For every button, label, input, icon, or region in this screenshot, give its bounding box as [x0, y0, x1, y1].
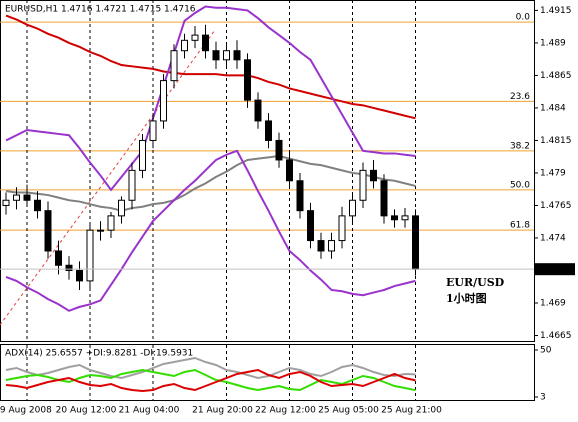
candle-body — [317, 240, 325, 252]
candle-body — [401, 215, 409, 221]
x-tick-label: 21 Aug 04:00 — [119, 406, 180, 416]
candle-body — [412, 215, 419, 270]
indicator-line — [5, 14, 416, 120]
x-tick-label: 19 Aug 2008 — [0, 406, 52, 416]
candle-body — [233, 50, 241, 61]
fib-label: 61.8 — [510, 221, 530, 231]
x-tick-label: 25 Aug 05:00 — [318, 406, 379, 416]
y-tick-label: 1.479 — [540, 168, 566, 178]
current-price-label: 1.4716 — [539, 265, 571, 275]
current-price-box — [535, 263, 575, 276]
candle-body — [65, 264, 73, 271]
candle-body — [275, 139, 283, 161]
candle-body — [107, 215, 115, 231]
y-tick-label: 1.4815 — [540, 136, 572, 146]
y-tick-label: 1.474 — [540, 233, 566, 243]
y-tick-label: 1.4765 — [540, 201, 572, 211]
candle-body — [202, 34, 209, 52]
annotation: 1小时图 — [446, 291, 487, 305]
fib-label: 0.0 — [516, 13, 531, 23]
candle-body — [97, 229, 104, 232]
y-tick-label: 1.4915 — [540, 6, 572, 16]
candle-body — [128, 169, 136, 201]
candle-body — [86, 229, 94, 282]
candle-body — [338, 215, 346, 242]
candle-body — [149, 120, 157, 141]
candle-body — [160, 80, 167, 122]
indicator-title: ADX(14) 25.6557 +DI:9.8281 -DI:19.5931 — [5, 349, 193, 359]
candle-body — [244, 59, 251, 101]
candle-body — [170, 50, 178, 82]
fib-label: 23.6 — [510, 92, 530, 102]
candle-body — [118, 199, 125, 217]
indicator-line — [5, 155, 416, 212]
candle-body — [254, 99, 262, 122]
indicator-line — [5, 149, 416, 312]
y-tick-label: 1.484 — [540, 103, 566, 113]
fib-label: 50.0 — [510, 180, 530, 190]
candle-body — [223, 50, 230, 61]
candle-body — [76, 269, 83, 282]
x-tick-label: 20 Aug 12:00 — [56, 406, 117, 416]
chart-title: EURUSD,H1 1.4716 1.4721 1.4715 1.4716 — [5, 5, 196, 15]
adx-line — [5, 356, 416, 380]
candle-body — [34, 199, 41, 212]
main-frame — [0, 0, 535, 342]
candle-body — [296, 180, 304, 212]
candle-body — [212, 50, 220, 61]
fib-trend-line — [0, 29, 216, 326]
candle-body — [391, 215, 398, 221]
y-tick-label: 1.469 — [540, 298, 566, 308]
candle-body — [139, 139, 146, 171]
candle-body — [23, 194, 31, 201]
candle-body — [191, 34, 199, 41]
candle-body — [359, 169, 367, 201]
candle-body — [380, 180, 388, 217]
candle-body — [181, 39, 188, 52]
y2-tick-label: 3 — [540, 393, 546, 403]
fib-label: 38.2 — [510, 141, 530, 151]
candle-body — [55, 250, 62, 266]
candle-body — [44, 210, 52, 252]
y-tick-label: 1.489 — [540, 38, 566, 48]
indicator-frame — [0, 344, 535, 401]
y2-tick-label: 50 — [540, 346, 552, 356]
x-tick-label: 25 Aug 21:00 — [381, 406, 442, 416]
candle-body — [2, 199, 10, 206]
candle-body — [328, 240, 335, 252]
indicator-line — [5, 5, 416, 192]
y-tick-label: 1.4865 — [540, 71, 572, 81]
candle-body — [349, 199, 356, 217]
candle-body — [370, 169, 377, 182]
annotation: EUR/USD — [446, 276, 505, 289]
x-tick-label: 21 Aug 20:00 — [192, 406, 253, 416]
candle-body — [307, 210, 314, 242]
x-tick-label: 22 Aug 12:00 — [255, 406, 316, 416]
adx-line — [5, 368, 416, 393]
candle-body — [13, 194, 20, 201]
y-tick-label: 1.4665 — [540, 331, 572, 341]
candle-body — [286, 159, 293, 182]
candle-body — [265, 120, 272, 141]
